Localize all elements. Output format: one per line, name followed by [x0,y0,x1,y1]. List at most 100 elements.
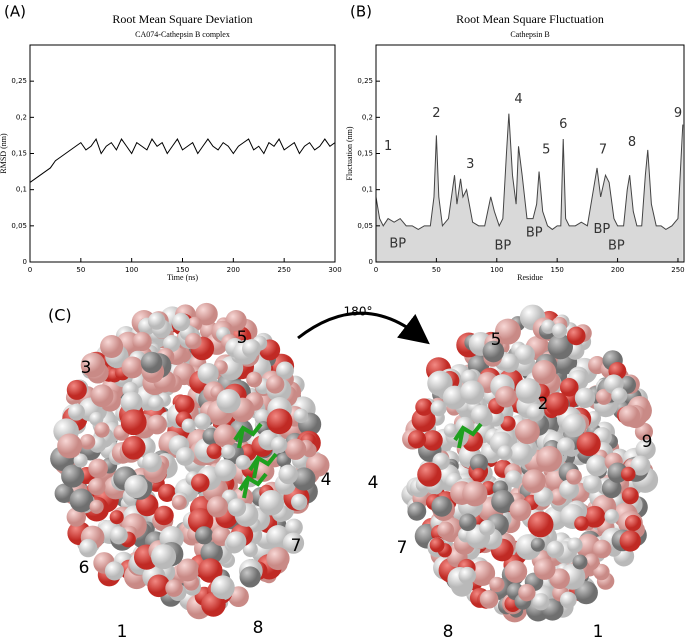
surface-atom [562,413,586,438]
surface-atom [185,332,202,350]
surface-atom [165,579,183,597]
surface-atom [175,447,195,466]
y-axis-label: RMSD (nm) [0,133,8,174]
surface-atom [266,546,290,571]
region-label: 6 [79,558,90,578]
surface-atom [546,540,565,559]
annotation: 1 [384,139,392,154]
surface-atom [415,398,433,416]
region-label: 5 [237,328,248,348]
annotation: BP [389,236,406,251]
ligand [248,452,278,479]
surface-atom [514,344,535,365]
surface-atom [470,404,492,426]
y-tick-label: 0,05 [11,222,27,230]
surface-atom [242,542,258,558]
chart-title: Root Mean Square Fluctuation [456,12,604,26]
surface-atom [630,455,651,476]
rotation-arrow [297,311,430,345]
y-tick-label: 0,2 [362,113,373,121]
region-label: 4 [321,470,332,490]
surface-atom [500,415,516,432]
x-tick-label: 50 [76,266,85,274]
surface-atom [509,441,533,466]
panel-label: (A) [4,3,26,21]
panel-label: (B) [350,3,372,21]
y-tick-label: 0,05 [357,222,373,230]
surface-atom [69,488,94,513]
surface-atom [88,458,108,479]
y-tick-label: 0,25 [357,77,373,85]
x-axis-label: Time (ns) [167,273,198,282]
surface-atom [469,453,489,473]
ligand [453,422,483,449]
surface-atom [150,544,177,570]
surface-atom [66,379,87,400]
surface-atom [429,537,445,553]
surface-atom [604,509,620,524]
ligand [233,422,263,449]
surface-atom [181,418,196,433]
surface-atom [124,474,148,499]
surface-atom [78,538,98,558]
surface-atom [121,435,146,460]
surface-atom [458,566,477,585]
surface-atom [94,422,110,438]
region-label: 3 [81,358,92,378]
surface-atom [411,407,436,433]
surface-atom [171,312,191,332]
y-tick-label: 0,15 [11,150,27,158]
surface-atom [515,378,542,404]
y-tick-label: 0,1 [362,186,373,194]
region-label: 8 [443,622,454,640]
y-tick-label: 0,1 [16,186,27,194]
surface-atom [285,518,303,537]
surface-atom [566,468,582,485]
chart-title: Root Mean Square Deviation [112,12,252,26]
surface-atom [147,574,171,598]
surface-atom [88,477,106,496]
surface-atom [284,438,307,460]
annotation: 9 [674,106,682,121]
region-label: 7 [291,536,302,556]
surface-atom [265,375,285,394]
surface-atom [489,576,505,593]
x-tick-label: 250 [277,266,290,274]
surface-atom [469,560,496,586]
surface-atom [54,483,74,504]
surface-atom [142,452,162,473]
surface-atom [443,423,459,438]
surface-atom [80,352,106,378]
surface-atom [504,560,528,583]
surface-atom [583,505,606,528]
surface-atom [191,473,210,493]
surface-atom [194,413,211,430]
surface-atom [266,408,293,435]
surface-atom [57,433,83,459]
surface-atom [572,554,588,570]
surface-atom [611,387,628,404]
surface-atom [527,511,554,538]
x-tick-label: 200 [611,266,624,274]
region-label: 1 [117,622,128,640]
surface-atom [214,459,237,482]
surface-atom [195,526,214,545]
surface-atom [292,467,316,491]
surface-atom [559,591,577,609]
surface-atom [104,561,125,581]
surface-atom [293,408,309,424]
surface-atom [514,418,540,445]
annotation: 6 [559,117,567,132]
surface-atom [100,334,124,359]
x-tick-label: 100 [490,266,503,274]
surface-atom [174,394,195,415]
surface-atom [619,530,641,552]
surface-atom [479,519,496,536]
surface-atom [198,558,223,583]
y-axis-label: Fluctuation (nm) [345,126,354,180]
surface-atom [276,361,294,380]
surface-atom [586,454,608,477]
surface-atom [545,392,569,416]
surface-atom [407,501,427,521]
